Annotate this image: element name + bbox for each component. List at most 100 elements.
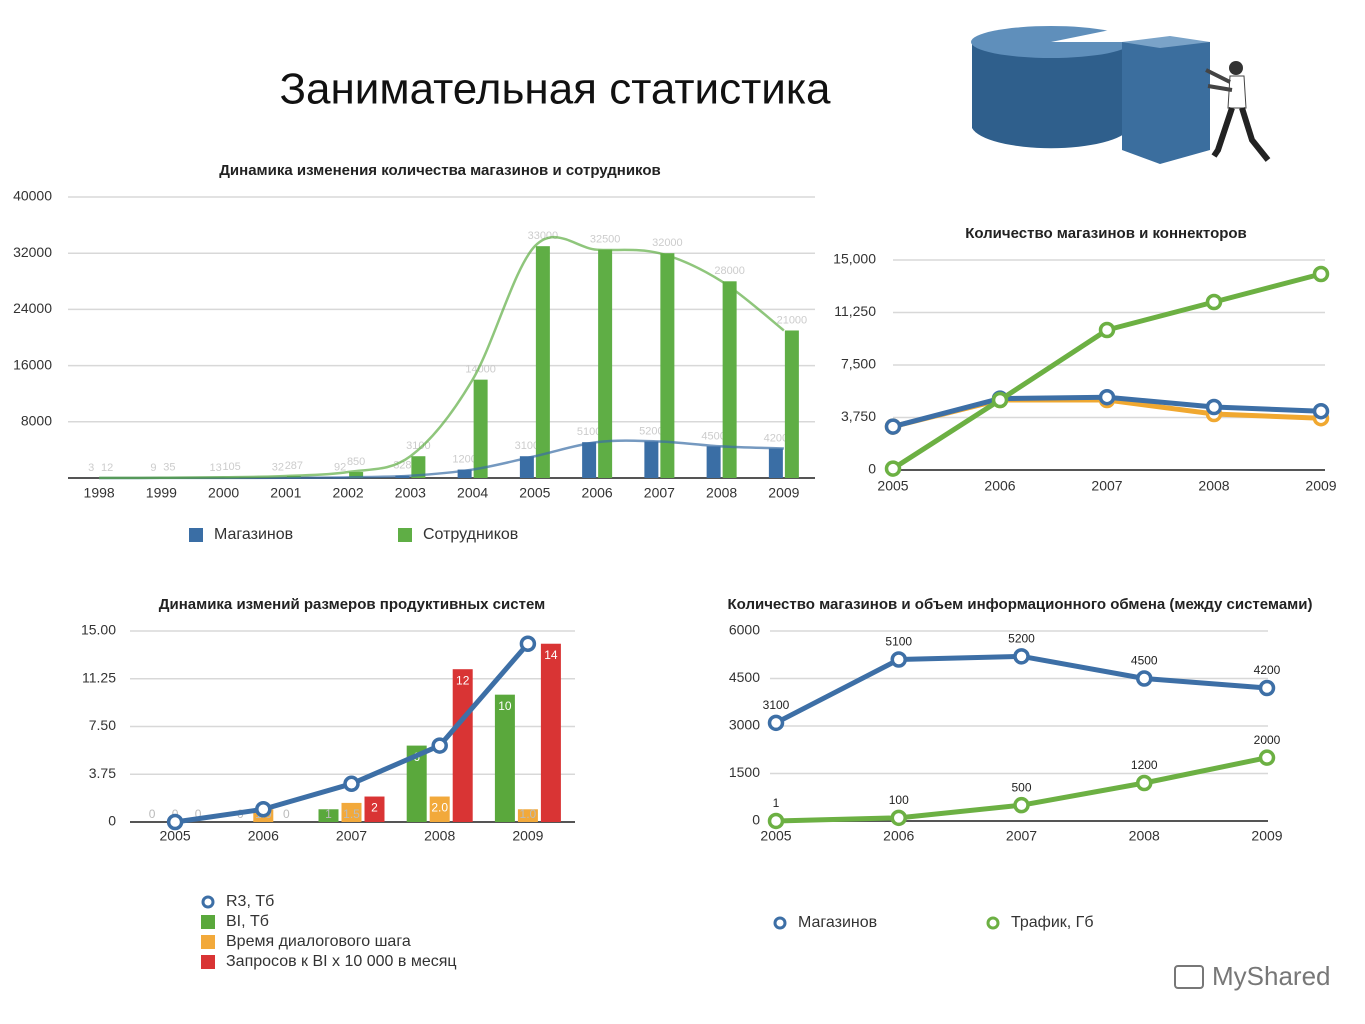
bar [364, 796, 385, 822]
point [767, 714, 785, 732]
data-label: 500 [1011, 780, 1031, 794]
point [1136, 774, 1153, 792]
data-label: 21000 [777, 314, 808, 326]
y-tick-label: 0 [108, 813, 116, 829]
bar [540, 643, 561, 822]
x-tick-label: 2009 [512, 828, 543, 844]
x-tick-label: 2005 [519, 485, 550, 501]
legend-label: Сотрудников [423, 526, 518, 543]
chart-title: Количество магазинов и объем информацион… [728, 596, 1313, 613]
data-label: 0 [283, 807, 290, 821]
chart-title: Динамика изменения количества магазинов … [219, 162, 661, 179]
data-label: 0 [149, 807, 156, 821]
x-tick-label: 2007 [1006, 828, 1037, 844]
y-tick-label: 15.00 [81, 622, 116, 638]
data-label: 1.5 [343, 807, 360, 821]
legend-label: Запросов к BI х 10 000 в месяц [226, 953, 457, 970]
data-label: 2.0 [431, 801, 448, 815]
legend-marker [189, 528, 203, 542]
point [1136, 670, 1153, 687]
bar [429, 796, 450, 822]
data-label: 10 [498, 699, 512, 713]
bar [519, 456, 534, 478]
point [1098, 321, 1116, 339]
data-label: 3100 [515, 440, 539, 452]
point [1013, 796, 1030, 814]
x-tick-label: 2009 [1305, 478, 1336, 494]
y-tick-label: 7.50 [89, 717, 116, 733]
y-tick-label: 11,250 [834, 303, 876, 319]
data-label: 4500 [701, 430, 725, 442]
line [774, 653, 1268, 726]
data-label: 12 [101, 462, 113, 474]
data-label: 9 [150, 462, 156, 474]
legend-label: Магазинов [214, 526, 293, 543]
point [1013, 648, 1030, 665]
data-label: 5200 [1008, 632, 1035, 646]
data-label: 1 [773, 796, 780, 810]
x-tick-label: 2008 [424, 828, 455, 844]
point [1312, 265, 1330, 283]
x-tick-label: 2001 [270, 485, 301, 501]
bar [318, 809, 339, 822]
y-tick-label: 15,000 [833, 251, 876, 267]
point [1205, 293, 1223, 311]
x-tick-label: 2008 [706, 485, 737, 501]
point [1098, 388, 1116, 406]
data-label: 105 [222, 461, 240, 473]
x-tick-label: 2000 [208, 485, 239, 501]
legend-marker [986, 916, 1000, 930]
x-tick-label: 2003 [395, 485, 426, 501]
bar [473, 379, 488, 478]
trend-line [99, 439, 784, 480]
legend-label: BI, Тб [226, 913, 269, 930]
point [884, 460, 902, 477]
point [1258, 679, 1276, 697]
bar [452, 669, 473, 822]
x-tick-label: 2008 [1198, 478, 1229, 494]
x-tick-label: 2007 [644, 485, 675, 501]
y-tick-label: 11.25 [82, 669, 116, 685]
y-tick-label: 3.75 [89, 765, 116, 781]
point [519, 635, 537, 652]
bar [341, 802, 362, 822]
illustration [971, 26, 1271, 164]
data-label: 0 [195, 807, 202, 821]
data-label: 5100 [577, 426, 601, 438]
watermark: MyShared [1174, 961, 1331, 991]
x-tick-label: 1999 [146, 485, 177, 501]
x-tick-label: 2006 [248, 828, 279, 844]
legend-marker [773, 916, 787, 930]
legend-marker [201, 935, 215, 949]
bar [535, 246, 550, 478]
data-label: 14 [544, 648, 558, 662]
trend-line [99, 235, 785, 480]
data-label: 32500 [590, 234, 621, 246]
bar [406, 745, 427, 822]
line [174, 642, 530, 825]
x-tick-label: 2005 [760, 828, 791, 844]
bar [517, 809, 538, 822]
point [166, 813, 184, 831]
y-tick-label: 0 [752, 812, 760, 828]
data-label: 4200 [1254, 663, 1281, 677]
legend-marker [398, 528, 412, 542]
data-label: 28000 [714, 265, 745, 277]
data-label: 1.0 [520, 807, 537, 821]
data-label: 1 [325, 807, 332, 821]
point [991, 391, 1009, 409]
x-tick-label: 1998 [84, 485, 115, 501]
x-tick-label: 2007 [1091, 478, 1122, 494]
data-label: 5100 [885, 635, 912, 649]
bar [494, 694, 515, 822]
point [890, 651, 907, 668]
bar [660, 253, 675, 478]
data-label: 4500 [1131, 654, 1158, 668]
y-tick-label: 6000 [729, 622, 760, 638]
bar [411, 456, 426, 478]
data-label: 2 [371, 801, 378, 815]
point [1258, 749, 1276, 766]
legend-marker [201, 915, 215, 929]
data-label: 32 [272, 462, 284, 474]
